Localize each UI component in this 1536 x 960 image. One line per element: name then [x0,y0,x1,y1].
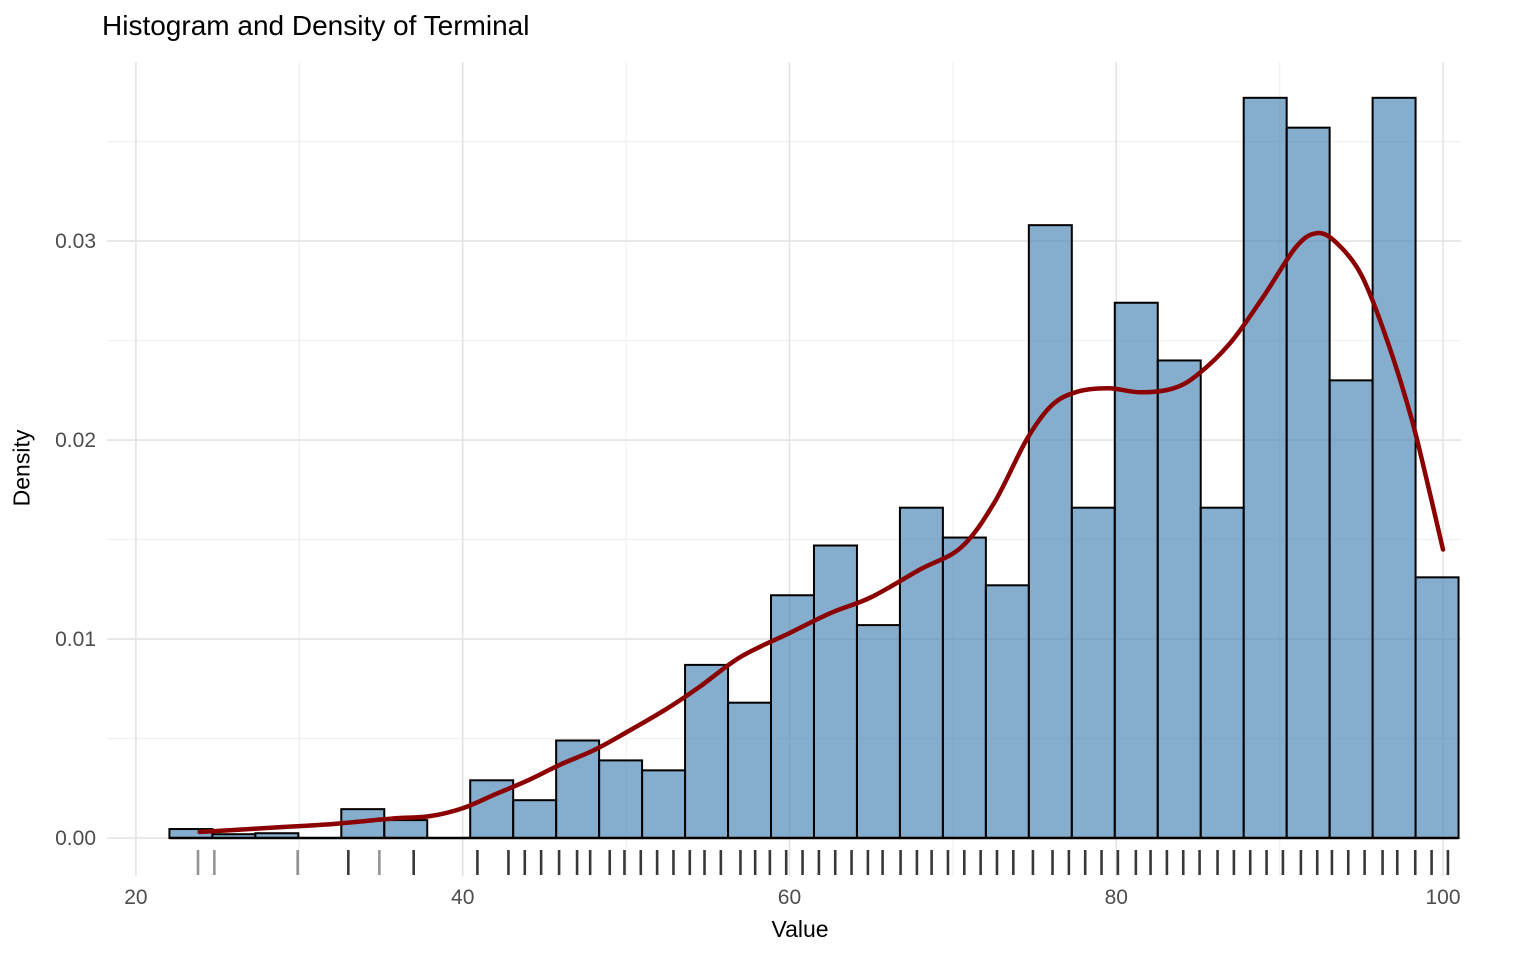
histogram-bar [1371,96,1417,839]
x-tick-label: 80 [1105,886,1128,909]
histogram-bar [1242,96,1288,839]
x-tick-label: 100 [1426,886,1461,909]
y-tick-label: 0.03 [55,230,96,253]
x-tick-label: 40 [451,886,474,909]
histogram-bar [727,701,773,839]
histogram-bar [812,544,858,839]
histogram-bar [941,536,987,839]
histogram-bars [168,96,1460,839]
histogram-bar [1199,506,1245,839]
histogram-bar [984,584,1030,839]
y-axis-title: Density [8,429,35,507]
histogram-bar [641,769,687,839]
histogram-bar [855,624,901,839]
density-curve [197,230,1446,835]
histogram-bar [598,759,644,839]
rug-marks [196,850,1450,875]
y-tick-label: 0.01 [55,628,96,651]
histogram-bar [1070,506,1116,839]
histogram-bar [1027,224,1073,839]
histogram-bar [512,799,558,839]
y-tick-label: 0.02 [55,429,96,452]
histogram-bar [684,663,730,839]
x-tick-labels: 20 40 60 80 100 [124,886,1460,909]
histogram-bar [1328,379,1374,839]
histogram-bar [383,819,429,839]
y-tick-label: 0.00 [55,827,96,850]
histogram-bar [1414,576,1460,839]
x-tick-label: 60 [778,886,801,909]
histogram-bar [1285,126,1331,839]
chart-title: Histogram and Density of Terminal [102,10,530,41]
y-tick-labels: 0.00 0.01 0.02 0.03 [55,230,96,850]
histogram-bar [1156,359,1202,839]
histogram-bar [1113,301,1159,839]
histogram-bar [898,506,944,839]
x-axis-title: Value [771,916,829,942]
x-tick-label: 20 [124,886,147,909]
